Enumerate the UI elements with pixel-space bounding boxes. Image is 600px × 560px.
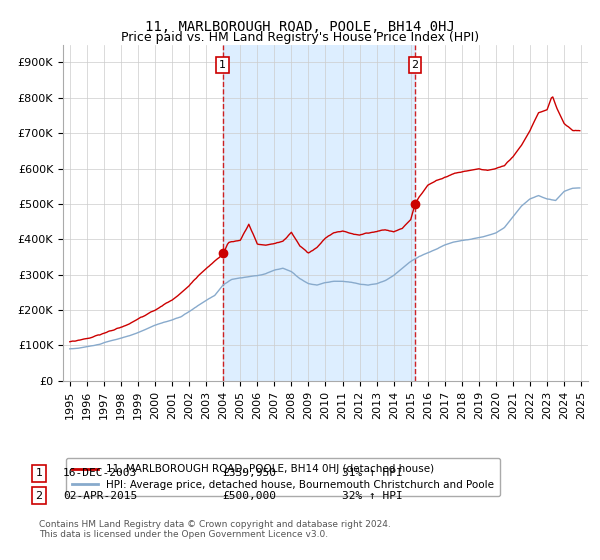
Text: 11, MARLBOROUGH ROAD, POOLE, BH14 0HJ: 11, MARLBOROUGH ROAD, POOLE, BH14 0HJ [145, 20, 455, 34]
Text: 16-DEC-2003: 16-DEC-2003 [63, 468, 137, 478]
Legend: 11, MARLBOROUGH ROAD, POOLE, BH14 0HJ (detached house), HPI: Average price, deta: 11, MARLBOROUGH ROAD, POOLE, BH14 0HJ (d… [65, 458, 500, 496]
Text: 2: 2 [35, 491, 43, 501]
Text: 2: 2 [412, 60, 419, 70]
Text: 31% ↑ HPI: 31% ↑ HPI [342, 468, 403, 478]
Text: 02-APR-2015: 02-APR-2015 [63, 491, 137, 501]
Text: 1: 1 [219, 60, 226, 70]
Text: £500,000: £500,000 [222, 491, 276, 501]
Text: Price paid vs. HM Land Registry's House Price Index (HPI): Price paid vs. HM Land Registry's House … [121, 31, 479, 44]
Text: 32% ↑ HPI: 32% ↑ HPI [342, 491, 403, 501]
Text: £359,950: £359,950 [222, 468, 276, 478]
Text: Contains HM Land Registry data © Crown copyright and database right 2024.
This d: Contains HM Land Registry data © Crown c… [39, 520, 391, 539]
Bar [223, 45, 415, 381]
Text: 1: 1 [35, 468, 43, 478]
